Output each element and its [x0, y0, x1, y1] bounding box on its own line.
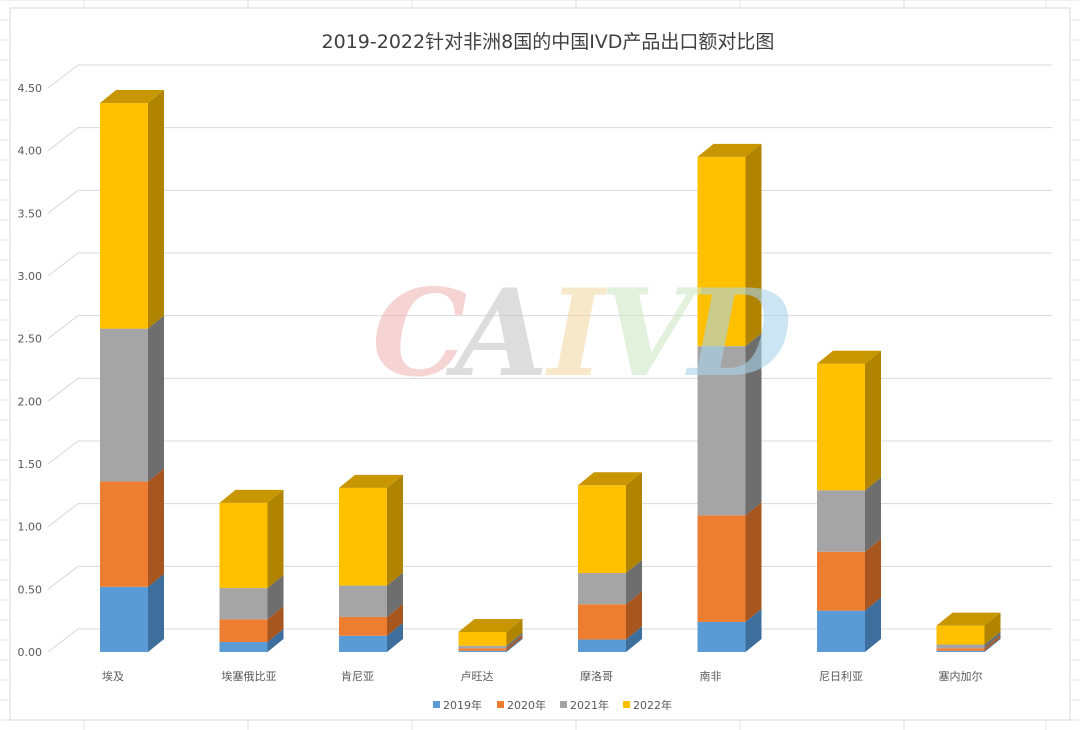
legend-label: 2020年	[507, 698, 546, 712]
bar-segment	[936, 635, 1001, 651]
bar-segment	[697, 143, 762, 347]
y-tick-label: 4.50	[18, 82, 43, 95]
watermark-letter: A	[445, 263, 548, 404]
bar-stack	[339, 474, 403, 652]
x-tick-label: 埃及	[102, 669, 124, 683]
bar-segment	[458, 618, 523, 646]
legend-item: 2021年	[560, 698, 609, 712]
bar-segment	[578, 472, 642, 574]
legend-label: 2019年	[443, 698, 482, 712]
y-tick-label: 0.50	[18, 583, 43, 596]
bar-segment	[697, 333, 762, 516]
caivd-watermark: CA IVD	[372, 263, 792, 404]
y-tick-label: 0.00	[18, 646, 43, 659]
gridline	[47, 64, 1052, 89]
y-tick-label: 1.00	[18, 521, 43, 534]
bar-segment	[697, 608, 762, 652]
legend-label: 2022年	[633, 698, 672, 712]
x-tick-label: 摩洛哥	[580, 669, 613, 683]
gridline	[47, 189, 1052, 214]
bar-segment	[817, 538, 881, 611]
bar-segment	[100, 573, 164, 652]
gridline	[47, 127, 1052, 152]
bar-segment	[339, 622, 403, 652]
bar-segment	[100, 90, 164, 329]
y-tick-label: 3.00	[18, 270, 43, 283]
bar-segment	[817, 597, 881, 652]
bar-stack	[936, 612, 1001, 652]
gridline	[47, 377, 1052, 402]
bars	[100, 90, 1001, 652]
bar-segment	[458, 637, 523, 652]
bar-segment	[578, 560, 642, 605]
bar-segment	[817, 477, 881, 552]
bar-segment	[578, 591, 642, 640]
gridline	[47, 252, 1052, 277]
bar-stack	[817, 350, 881, 652]
bar-segment	[936, 637, 1001, 652]
x-tick-label: 肯尼亚	[341, 670, 374, 683]
bar-segment	[817, 350, 881, 491]
x-tick-label: 塞内加尔	[939, 669, 983, 683]
bar-stack	[100, 90, 164, 652]
legend-swatch	[560, 701, 567, 708]
legend-item: 2019年	[433, 698, 482, 712]
bar-segment	[936, 612, 1001, 645]
bar-segment	[219, 575, 284, 620]
y-tick-label: 4.00	[18, 145, 43, 158]
legend-item: 2022年	[623, 698, 672, 712]
x-tick-label: 卢旺达	[461, 670, 494, 683]
bar-segment	[219, 489, 284, 589]
x-tick-label: 南非	[700, 670, 722, 683]
bar-stack	[219, 489, 284, 652]
chart-title: 2019-2022针对非洲8国的中国IVD产品出口额对比图	[322, 31, 775, 53]
bar-stack	[697, 143, 762, 652]
watermark-letter: V	[600, 263, 704, 404]
bar-segment	[936, 631, 1001, 649]
bar-stack	[458, 618, 523, 652]
legend-label: 2021年	[570, 698, 609, 712]
watermark-letter: D	[685, 263, 792, 404]
bar-segment	[219, 628, 284, 652]
x-tick-label: 埃塞俄比亚	[222, 669, 277, 683]
bar-segment	[578, 626, 642, 652]
x-tick-label: 尼日利亚	[819, 670, 863, 683]
legend-swatch	[497, 701, 504, 708]
legend-swatch	[623, 701, 630, 708]
gridline	[47, 440, 1052, 465]
bar-segment	[339, 572, 403, 617]
watermark-letter: C	[372, 263, 468, 404]
bar-segment	[458, 632, 523, 649]
bar-segment	[339, 474, 403, 586]
legend-swatch	[433, 701, 440, 708]
y-tick-label: 1.50	[18, 458, 43, 471]
legend-item: 2020年	[497, 698, 546, 712]
y-tick-label: 3.50	[18, 207, 43, 220]
x-axis: 埃及 埃塞俄比亚 肯尼亚 卢旺达 摩洛哥 南非 尼日利亚 塞内加尔	[102, 669, 983, 683]
bar-segment	[100, 468, 164, 587]
bar-segment	[697, 502, 762, 622]
bar-segment	[100, 315, 164, 482]
chart-frame	[9, 7, 1071, 721]
bar-segment	[219, 606, 284, 642]
bar-stack	[578, 472, 642, 652]
y-tick-label: 2.00	[18, 395, 43, 408]
watermark-letter: I	[545, 263, 608, 404]
legend: 2019年 2020年 2021年 2022年	[433, 698, 672, 712]
bar-segment	[339, 603, 403, 636]
gridline	[47, 315, 1052, 340]
bar-segment	[458, 635, 523, 651]
y-tick-label: 2.50	[18, 333, 43, 346]
y-axis: 0.00 0.50 1.00 1.50 2.00 2.50 3.00 3.50 4.00 4.50	[18, 82, 43, 659]
